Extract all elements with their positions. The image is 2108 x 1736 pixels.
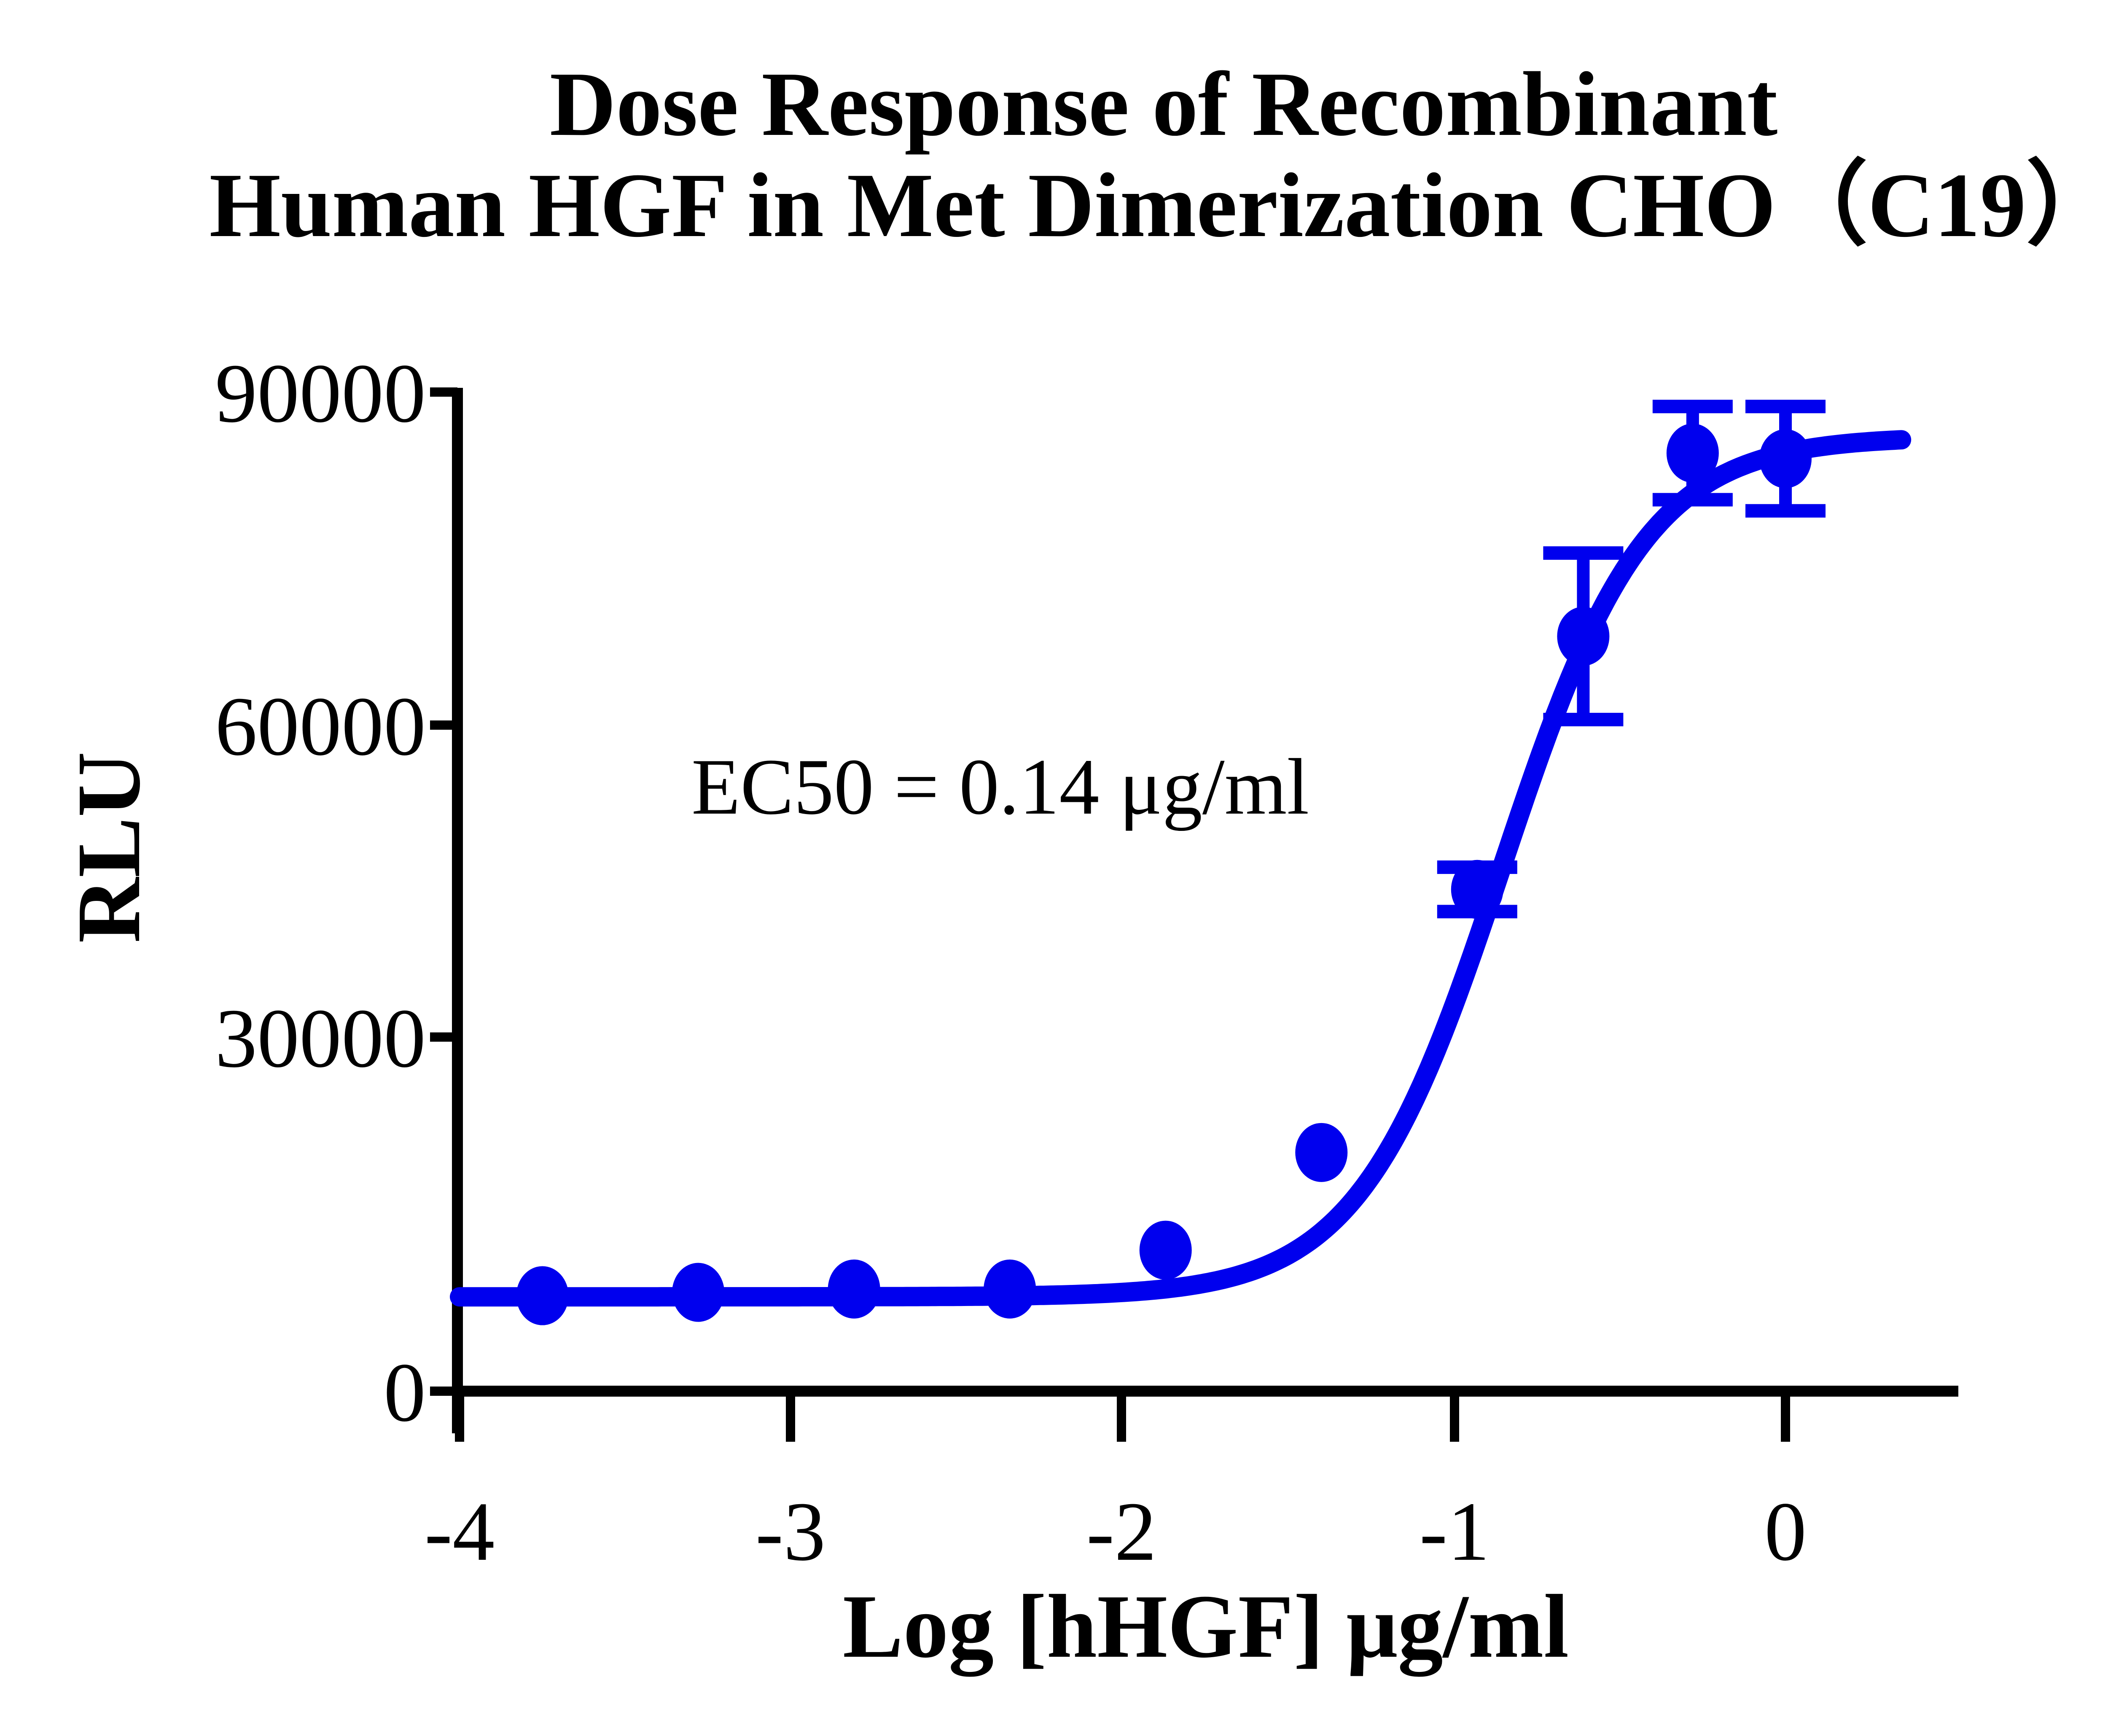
data-point-marker — [1451, 860, 1503, 919]
data-point-marker — [672, 1263, 725, 1322]
data-point-marker — [516, 1266, 569, 1325]
x-axis-title: Log [hHGF] μg/ml — [843, 1576, 1569, 1677]
data-point-marker — [1666, 423, 1719, 483]
chart-title-line-1: Dose Response of Recombinant — [550, 54, 1778, 155]
x-tick-label-0: 0 — [1764, 1485, 1807, 1578]
x-tick-label-minus2: -2 — [1086, 1485, 1157, 1578]
x-tick-label-minus1: -1 — [1420, 1485, 1490, 1578]
data-point-marker — [1759, 429, 1812, 488]
chart-title-line-2: Human HGF in Met Dimerization CHO（C19） — [209, 155, 2108, 256]
y-tick-label-0: 0 — [384, 1346, 426, 1439]
y-tick-label-30000: 30000 — [215, 992, 426, 1085]
data-point-marker — [828, 1259, 880, 1319]
data-point-marker — [984, 1259, 1036, 1319]
data-point-marker — [1295, 1123, 1348, 1182]
x-tick-label-minus4: -4 — [425, 1485, 495, 1578]
y-tick-label-90000: 90000 — [215, 347, 426, 440]
data-point-marker — [1557, 607, 1610, 666]
ec50-annotation: EC50 = 0.14 μg/ml — [691, 743, 1309, 831]
y-axis-title: RLU — [58, 752, 159, 943]
data-point-marker — [1139, 1220, 1192, 1280]
x-tick-label-minus3: -3 — [756, 1485, 826, 1578]
data-series-layer — [516, 400, 1826, 1325]
y-tick-label-60000: 60000 — [215, 680, 426, 773]
